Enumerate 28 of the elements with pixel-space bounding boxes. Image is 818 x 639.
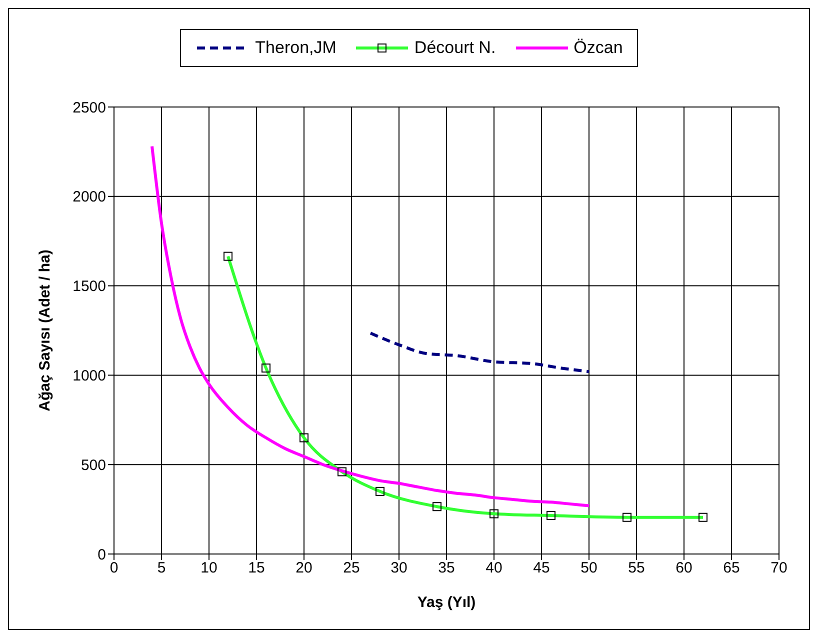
x-tick-label: 50 (580, 560, 598, 577)
legend-label: Theron,JM (254, 38, 336, 58)
y-tick-label: 500 (80, 456, 106, 474)
x-tick-label: 60 (676, 560, 692, 577)
y-axis-title: Ağaç Sayısı (Adet / ha) (36, 250, 54, 412)
x-tick-label: 40 (486, 560, 502, 577)
y-tick-label: 1500 (72, 278, 106, 296)
x-tick-label: 5 (157, 560, 166, 577)
x-tick-label: 55 (628, 560, 645, 577)
x-tick-label: 15 (248, 560, 265, 577)
legend-label: Özcan (572, 38, 623, 58)
y-tick-label: 2000 (72, 188, 106, 206)
y-tick-label: 1000 (72, 368, 106, 385)
x-tick-label: 45 (533, 560, 550, 577)
x-axis-title: Yaş (Yıl) (417, 594, 476, 611)
x-tick-label: 10 (200, 560, 218, 577)
x-tick-label: 70 (770, 560, 788, 577)
x-tick-label: 25 (343, 560, 360, 577)
x-tick-label: 0 (110, 560, 118, 577)
legend-label: Décourt N. (413, 38, 496, 58)
line-series (369, 332, 590, 374)
x-tick-label: 20 (296, 560, 312, 577)
y-tick-label: 2500 (72, 99, 106, 116)
line-series (150, 144, 590, 508)
x-tick-label: 65 (723, 560, 740, 577)
x-tick-label: 35 (438, 560, 455, 577)
y-tick-label: 0 (98, 546, 106, 564)
x-tick-label: 30 (390, 560, 408, 577)
